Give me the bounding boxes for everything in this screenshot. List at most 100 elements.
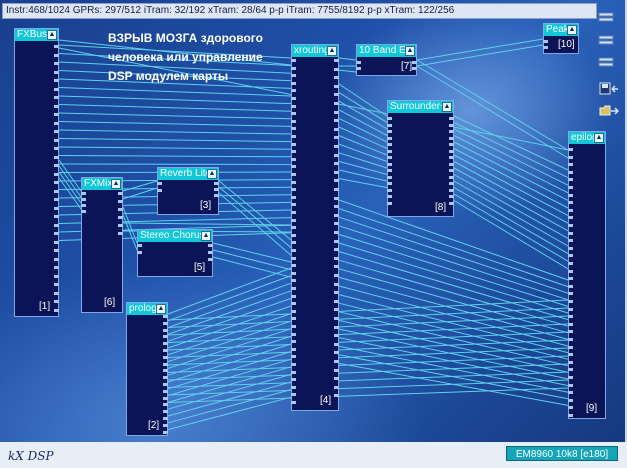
port[interactable] (54, 257, 59, 261)
port[interactable] (118, 232, 123, 235)
port[interactable] (334, 162, 339, 166)
port[interactable] (291, 287, 296, 290)
port[interactable] (54, 223, 59, 227)
port[interactable] (81, 198, 86, 201)
port[interactable] (163, 410, 168, 414)
port[interactable] (387, 136, 392, 140)
port[interactable] (291, 180, 296, 184)
port[interactable] (54, 308, 59, 312)
module-title[interactable]: Stereo Chorus (138, 230, 212, 242)
port[interactable] (387, 143, 392, 146)
port[interactable] (54, 62, 59, 65)
port[interactable] (54, 232, 59, 235)
port[interactable] (291, 59, 296, 62)
save-icon[interactable] (599, 82, 619, 101)
port[interactable] (568, 246, 573, 250)
port[interactable] (334, 145, 339, 148)
port[interactable] (334, 231, 339, 234)
port[interactable] (568, 254, 573, 258)
port[interactable] (449, 182, 454, 185)
port[interactable] (291, 378, 296, 382)
port[interactable] (568, 193, 573, 197)
port[interactable] (291, 370, 296, 374)
port[interactable] (54, 121, 59, 125)
port[interactable] (568, 262, 573, 265)
port[interactable] (568, 201, 573, 205)
port[interactable] (334, 179, 339, 183)
port[interactable] (291, 264, 296, 268)
port[interactable] (334, 213, 339, 217)
port[interactable] (291, 233, 296, 237)
port[interactable] (54, 215, 59, 218)
port[interactable] (334, 119, 339, 123)
port[interactable] (449, 123, 454, 127)
port[interactable] (291, 119, 296, 123)
port[interactable] (334, 334, 339, 338)
port[interactable] (334, 170, 339, 174)
collapse-icon[interactable]: ▲ (594, 133, 604, 143)
port[interactable] (291, 226, 296, 230)
port[interactable] (387, 123, 392, 127)
port[interactable] (334, 67, 339, 71)
module-prolog[interactable]: prolog ▲ [2] (126, 302, 168, 436)
module-xrouting[interactable]: xrouting ▲ [4] (291, 44, 339, 411)
port[interactable] (291, 211, 296, 214)
port[interactable] (334, 93, 339, 97)
port[interactable] (412, 61, 417, 64)
port[interactable] (54, 138, 59, 142)
port[interactable] (163, 417, 168, 420)
port[interactable] (54, 181, 59, 184)
port[interactable] (163, 396, 168, 400)
port[interactable] (568, 284, 573, 288)
port[interactable] (291, 97, 296, 100)
port[interactable] (291, 332, 296, 336)
collapse-icon[interactable]: ▲ (442, 102, 452, 112)
port[interactable] (163, 423, 168, 427)
port[interactable] (81, 210, 86, 213)
module-title[interactable]: Reverb Lite (158, 168, 218, 180)
port[interactable] (568, 307, 573, 311)
port[interactable] (163, 362, 168, 366)
port[interactable] (54, 274, 59, 278)
port[interactable] (449, 175, 454, 179)
collapse-icon[interactable]: ▲ (156, 304, 166, 314)
port[interactable] (449, 143, 454, 146)
port[interactable] (291, 294, 296, 298)
port[interactable] (54, 45, 59, 48)
port[interactable] (291, 279, 296, 283)
port[interactable] (291, 150, 296, 154)
port[interactable] (543, 46, 548, 49)
port[interactable] (291, 188, 296, 192)
port[interactable] (334, 205, 339, 209)
port[interactable] (334, 256, 339, 260)
port[interactable] (163, 376, 168, 380)
port[interactable] (568, 406, 573, 410)
port[interactable] (118, 216, 123, 219)
port[interactable] (334, 102, 339, 105)
port[interactable] (54, 172, 59, 176)
port[interactable] (334, 377, 339, 381)
port[interactable] (568, 322, 573, 326)
port[interactable] (291, 241, 296, 245)
port[interactable] (291, 89, 296, 93)
port[interactable] (568, 155, 573, 159)
port[interactable] (291, 142, 296, 146)
port[interactable] (412, 67, 417, 70)
port[interactable] (334, 222, 339, 226)
port[interactable] (118, 192, 123, 195)
port[interactable] (118, 208, 123, 211)
minimize-icon[interactable] (598, 32, 614, 50)
port[interactable] (291, 173, 296, 176)
port[interactable] (449, 169, 454, 172)
port[interactable] (163, 403, 168, 407)
port[interactable] (54, 249, 59, 252)
port[interactable] (568, 353, 573, 357)
device-status[interactable]: EM8960 10k8 [e180] (506, 446, 618, 461)
port[interactable] (163, 383, 168, 386)
port[interactable] (291, 355, 296, 359)
module-title[interactable]: Surrounder+ (388, 101, 453, 113)
port[interactable] (291, 135, 296, 138)
port[interactable] (163, 389, 168, 393)
port[interactable] (157, 189, 162, 192)
port[interactable] (291, 203, 296, 207)
